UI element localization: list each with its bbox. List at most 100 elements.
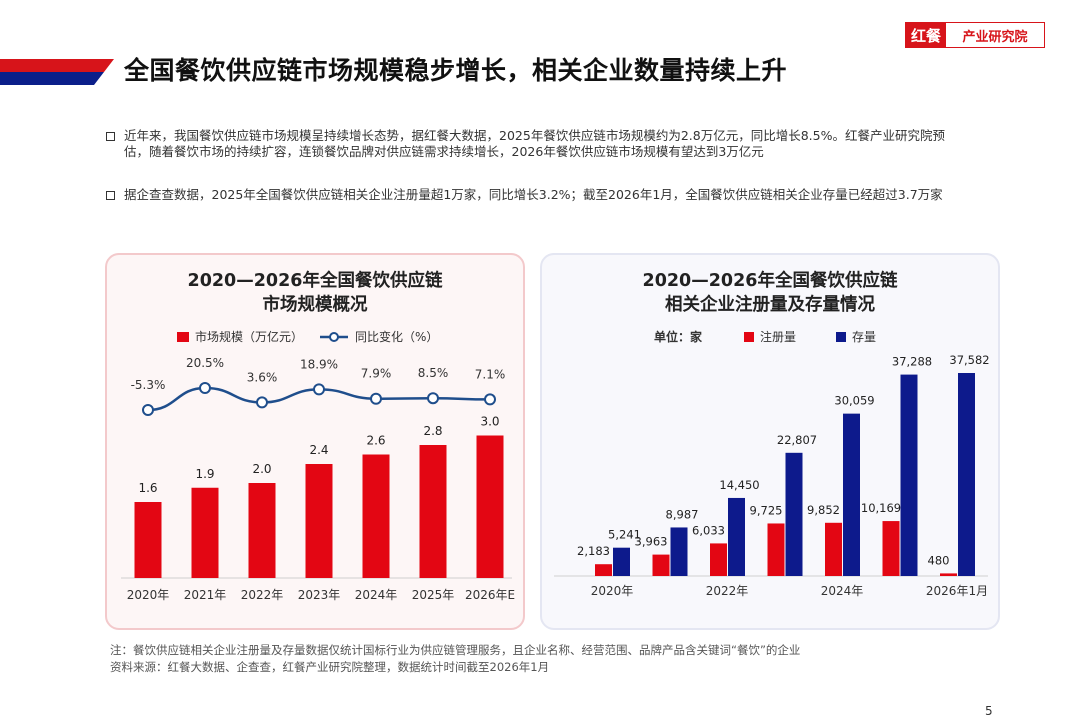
registered-value-label: 480 [928,553,950,567]
yoy-point [370,392,382,405]
bar-value-label: 1.6 [138,481,157,495]
enterprise-chart-panel: 2020—2026年全国餐饮供应链 相关企业注册量及存量情况 单位：家 注册量 … [540,253,1000,630]
yoy-point [256,396,268,409]
bar-registered [825,522,842,576]
legend-registered-swatch [744,331,755,342]
enterprise-chart: 2,183 5,241 2020年 3,963 8,987 6,033 14,450 2022… [554,353,990,598]
registered-value-label: 10,169 [861,501,901,515]
stock-value-label: 22,807 [777,433,817,447]
market-size-chart: 1.6 2020年 1.9 2021年 2.0 2022年 2.4 2023年 2.6 2024年… [121,356,515,602]
bullet-item-market-size: 近年来，我国餐饮供应链市场规模呈持续增长态势，据红餐大数据，2025年餐饮供应链… [106,128,964,160]
bar-stock [900,374,918,576]
yoy-point [427,392,439,405]
bar-registered [595,564,612,576]
chart-title: 2020—2026年全国餐饮供应链 相关企业注册量及存量情况 [542,269,998,317]
yoy-value-label: -5.3% [131,378,166,392]
legend-registered-label: 注册量 [760,330,797,344]
bar-market-size [476,435,504,578]
x-tick-label: 2021年 [184,588,227,602]
yoy-point [199,382,211,394]
bar-registered [940,573,957,576]
chart-title-line-2: 市场规模概况 [262,295,368,315]
bullet-square-icon [106,191,115,200]
yoy-value-label: 3.6% [247,370,278,384]
brand-logo: 红餐 产业研究院 [905,22,1045,48]
legend-bar-label: 市场规模（万亿元） [195,330,304,344]
bar-registered [652,554,670,576]
unit-label: 单位：家 [654,330,703,344]
bar-market-size [419,445,447,578]
registered-value-label: 6,033 [692,523,725,537]
header-stripe-red [0,59,114,72]
bar-stock [958,373,975,576]
yoy-point [142,404,154,416]
page-title: 全国餐饮供应链市场规模稳步增长，相关企业数量持续上升 [124,56,788,85]
yoy-value-label: 8.5% [418,366,449,380]
yoy-value-label: 18.9% [300,357,338,371]
bar-market-size [362,454,390,578]
bar-stock [728,497,745,576]
bar-stock [843,413,860,576]
yoy-value-label: 7.9% [361,367,392,381]
bar-value-label: 1.9 [195,467,214,481]
bar-stock [785,452,803,576]
registered-value-label: 2,183 [577,544,610,558]
bar-registered [882,521,900,576]
x-tick-label: 2022年 [241,588,284,602]
bar-value-label: 2.8 [423,424,442,438]
yoy-point [313,383,325,396]
bullet-text: 据企查查数据，2025年全国餐饮供应链相关企业注册量超1万家，同比增长3.2%；… [124,187,943,202]
bar-stock [613,547,630,576]
x-tick-label: 2022年 [706,584,749,598]
bar-value-label: 2.0 [252,462,271,476]
yoy-point [484,393,496,406]
legend-line-swatch [320,331,349,342]
registered-value-label: 9,852 [807,503,840,517]
chart-title-line-1: 2020—2026年全国餐饮供应链 [187,271,443,291]
yoy-value-label: 7.1% [475,367,506,381]
bar-market-size [305,464,333,578]
bullet-square-icon [106,132,115,141]
legend-bar-swatch [177,331,189,342]
data-source: 资料来源：红餐大数据、企查查，红餐产业研究院整理，数据统计时间截至2026年1月 [110,660,550,674]
registered-value-label: 9,725 [750,503,783,517]
bar-value-label: 3.0 [480,415,499,429]
yoy-value-label: 20.5% [186,356,224,370]
bar-market-size [248,483,276,578]
x-tick-label: 2020年 [591,584,634,598]
market-size-chart-panel: 2020—2026年全国餐饮供应链 市场规模概况 市场规模（万亿元） 同比变化（… [105,253,525,630]
stock-value-label: 30,059 [834,394,874,408]
logo-brand-mark: 红餐 [906,23,946,47]
stock-value-label: 37,288 [892,355,932,369]
x-tick-label: 2024年 [355,588,398,602]
x-tick-label: 2024年 [821,584,864,598]
x-tick-label: 2025年 [412,588,455,602]
footnote: 注：餐饮供应链相关企业注册量及存量数据仅统计国标行业为供应链管理服务，且企业名称… [110,643,801,657]
bar-value-label: 2.4 [309,443,328,457]
chart-title-line-2: 相关企业注册量及存量情况 [665,295,875,315]
stock-value-label: 8,987 [666,507,699,521]
legend-stock-label: 存量 [852,330,877,344]
x-tick-label: 2026年E [465,588,515,602]
page-number: 5 [985,704,993,718]
bar-stock [670,527,688,576]
chart-title-line-1: 2020—2026年全国餐饮供应链 [642,271,898,291]
header-stripe-blue [0,72,104,85]
bar-value-label: 2.6 [366,434,385,448]
stock-value-label: 37,582 [949,353,989,367]
stock-value-label: 14,450 [719,478,759,492]
legend-line-label: 同比变化（%） [355,330,439,344]
chart-title: 2020—2026年全国餐饮供应链 市场规模概况 [107,269,523,317]
legend-stock-swatch [836,331,847,342]
x-tick-label: 2020年 [127,588,170,602]
bar-registered [767,523,785,576]
x-tick-label: 2026年1月 [926,584,988,598]
chart-legend: 单位：家 注册量 存量 [654,328,876,345]
bar-registered [710,543,727,576]
bar-market-size [191,487,219,578]
bullet-text: 近年来，我国餐饮供应链市场规模呈持续增长态势，据红餐大数据，2025年餐饮供应链… [124,128,945,159]
chart-legend: 市场规模（万亿元） 同比变化（%） [177,328,438,345]
logo-brand-text: 产业研究院 [962,29,1028,45]
stock-value-label: 5,241 [608,528,641,542]
bullet-item-enterprises: 据企查查数据，2025年全国餐饮供应链相关企业注册量超1万家，同比增长3.2%；… [106,187,964,203]
